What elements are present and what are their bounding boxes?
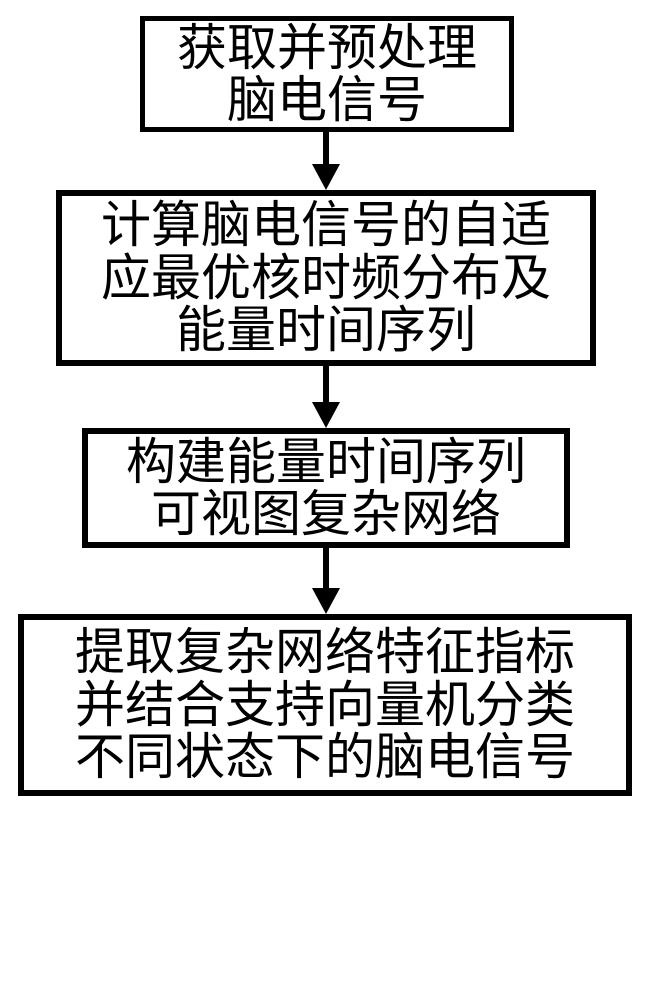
flow-node: 提取复杂网络特征指标 并结合支持向量机分类 不同状态下的脑电信号 [18,614,632,796]
flow-node: 构建能量时间序列 可视图复杂网络 [82,428,570,548]
flow-arrow-head-icon [312,402,340,428]
flow-node-text: 提取复杂网络特征指标 并结合支持向量机分类 不同状态下的脑电信号 [75,626,575,784]
flowchart-canvas: 获取并预处理 脑电信号 计算脑电信号的自适 应最优核时频分布及 能量时间序列 构… [0,0,647,1000]
flow-node-text: 获取并预处理 脑电信号 [177,22,477,127]
flow-node-text: 计算脑电信号的自适 应最优核时频分布及 能量时间序列 [101,199,551,357]
flow-arrow-shaft [323,132,329,164]
flow-arrow-shaft [323,366,329,402]
flow-arrow-head-icon [312,588,340,614]
flow-node-text: 构建能量时间序列 可视图复杂网络 [126,436,526,541]
flow-node: 获取并预处理 脑电信号 [140,16,514,132]
flow-arrow-shaft [323,548,329,588]
flow-node: 计算脑电信号的自适 应最优核时频分布及 能量时间序列 [56,190,596,366]
flow-arrow-head-icon [312,164,340,190]
